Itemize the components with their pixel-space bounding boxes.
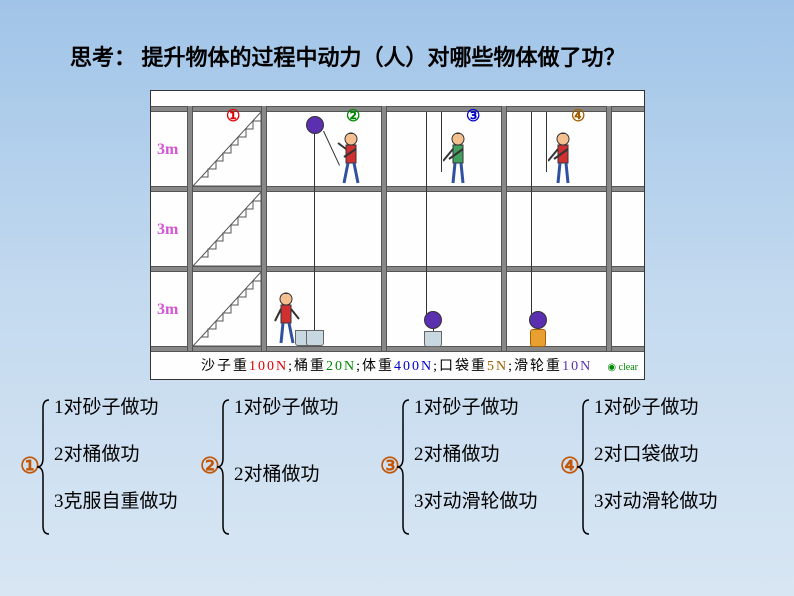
height-label: 3m: [157, 141, 178, 159]
answer-line: 1对砂子做功: [222, 398, 402, 417]
bucket-2: [306, 330, 324, 346]
answer-line: 3克服自重做功: [42, 492, 222, 511]
rope: [314, 134, 315, 332]
answer-line: 3对动滑轮做功: [402, 492, 582, 511]
person-4: [548, 131, 578, 186]
rope: [441, 112, 442, 172]
movable-pulley-3: [424, 311, 442, 329]
scenario-3-label: ③: [466, 106, 480, 126]
bucket-3: [424, 331, 442, 347]
pillar: [261, 106, 267, 351]
pillar: [381, 106, 387, 351]
fixed-pulley-2: [306, 116, 324, 134]
scenario-4-label: ④: [571, 106, 585, 126]
floor-1: [151, 346, 644, 352]
answer-line: 2对口袋做功: [582, 445, 762, 464]
bag-4: [530, 329, 546, 347]
answer-line: 1对砂子做功: [402, 398, 582, 417]
stairs: [193, 272, 261, 346]
bracket-icon: [577, 398, 591, 536]
movable-pulley-4: [529, 311, 547, 329]
answer-line: 2对桶做功: [42, 445, 222, 464]
pillar: [606, 106, 612, 351]
physics-diagram: 3m 3m 3m ① ② ③ ④: [150, 90, 645, 380]
answer-line: 1对砂子做功: [42, 398, 222, 417]
rope: [426, 112, 427, 314]
scenario-2-label: ②: [346, 106, 360, 126]
person-2: [336, 131, 366, 186]
answer-line: 1对砂子做功: [582, 398, 762, 417]
height-label: 3m: [157, 301, 178, 319]
answer-col-1: ① 1对砂子做功 2对桶做功 3克服自重做功: [42, 398, 222, 539]
person-3: [443, 131, 473, 186]
question-text: 思考： 提升物体的过程中动力（人）对哪些物体做了功？: [70, 40, 626, 72]
answer-line: 2对桶做功: [402, 445, 582, 464]
answer-col-2: ② 1对砂子做功 2对桶做功: [222, 398, 402, 539]
pillar: [501, 106, 507, 351]
answer-line: 3对动滑轮做功: [582, 492, 762, 511]
answer-line: 2对桶做功: [222, 465, 402, 484]
bracket-icon: [37, 398, 51, 536]
clear-icon: ◉ clear: [607, 362, 638, 373]
weights-text: 沙子重100N;桶重20N;体重400N;口袋重5N;滑轮重10N: [201, 355, 592, 375]
rope: [546, 112, 547, 172]
bracket-icon: [397, 398, 411, 536]
stairs: [193, 192, 261, 266]
height-label: 3m: [157, 221, 178, 239]
answer-col-4: ④ 1对砂子做功 2对口袋做功 3对动滑轮做功: [582, 398, 762, 539]
scenario-1-label: ①: [226, 106, 240, 126]
answer-col-3: ③ 1对砂子做功 2对桶做功 3对动滑轮做功: [402, 398, 582, 539]
rope: [531, 112, 532, 314]
bracket-icon: [217, 398, 231, 536]
answers-row: ① 1对砂子做功 2对桶做功 3克服自重做功 ② 1对砂子做功 2对桶做功 ③ …: [42, 398, 762, 539]
